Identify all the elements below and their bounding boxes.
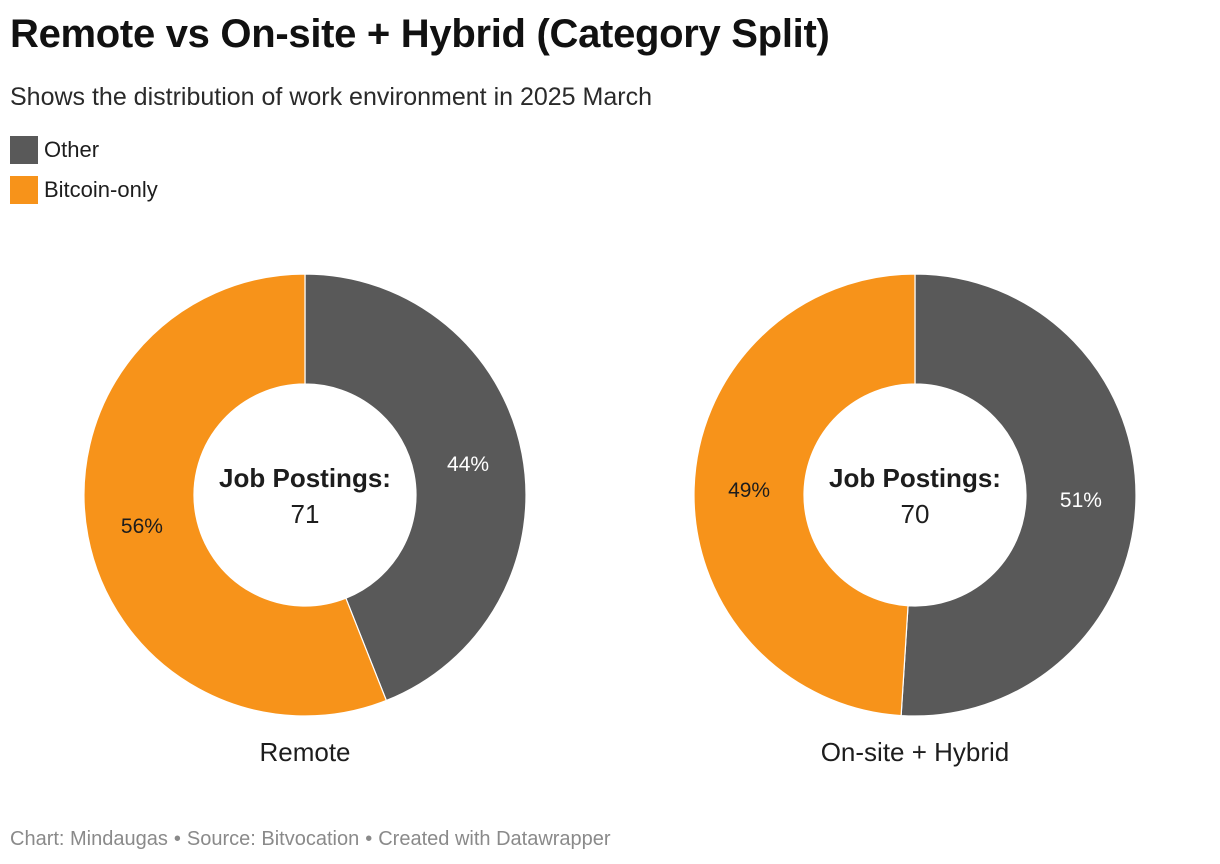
center-label-remote: Job Postings: [219,463,391,493]
legend-item-other: Other [10,136,158,164]
center-value-on-site-hybrid: 70 [901,499,930,529]
slice-remote-bitcoin-only [83,273,388,717]
slice-label-remote-bitcoin-only: 56% [121,515,163,538]
slice-on-site-hybrid-other [900,273,1137,717]
slice-label-on-site-hybrid-bitcoin-only: 49% [728,479,770,502]
center-label-on-site-hybrid: Job Postings: [829,463,1001,493]
footer-separator: • [173,828,181,850]
slice-on-site-hybrid-bitcoin-only [693,273,916,717]
legend-label-bitcoin-only: Bitcoin-only [44,177,158,202]
chart-name-remote: Remote [259,737,350,767]
legend-swatch-bitcoin-only [10,176,38,204]
legend-item-bitcoin-only: Bitcoin-only [10,176,158,204]
footer: Chart: Mindaugas • Source: Bitvocation • Cre… [10,828,611,851]
footer-chart-credit: Chart: Mindaugas [10,828,168,850]
footer-source: Source: Bitvocation [186,828,360,850]
donut-on-site-hybrid: 51% 49% Job Postings: 70 On-site + Hybrid [693,273,1137,767]
chart-name-on-site-hybrid: On-site + Hybrid [821,737,1010,767]
footer-separator: • [365,828,373,850]
legend-swatch-other [10,136,38,164]
legend: Other Bitcoin-only [10,136,158,216]
center-value-remote: 71 [291,499,320,529]
chart-subtitle: Shows the distribution of work environme… [10,83,652,111]
slice-label-remote-other: 44% [447,453,489,476]
chart-title: Remote vs On-site + Hybrid (Category Spl… [10,12,830,56]
legend-label-other: Other [44,137,100,162]
slice-remote-other [304,273,527,702]
footer-created-with: Created with Datawrapper [378,828,611,850]
donut-remote: 44% 56% Job Postings: 71 Remote [83,273,527,767]
slice-label-on-site-hybrid-other: 51% [1060,489,1102,512]
